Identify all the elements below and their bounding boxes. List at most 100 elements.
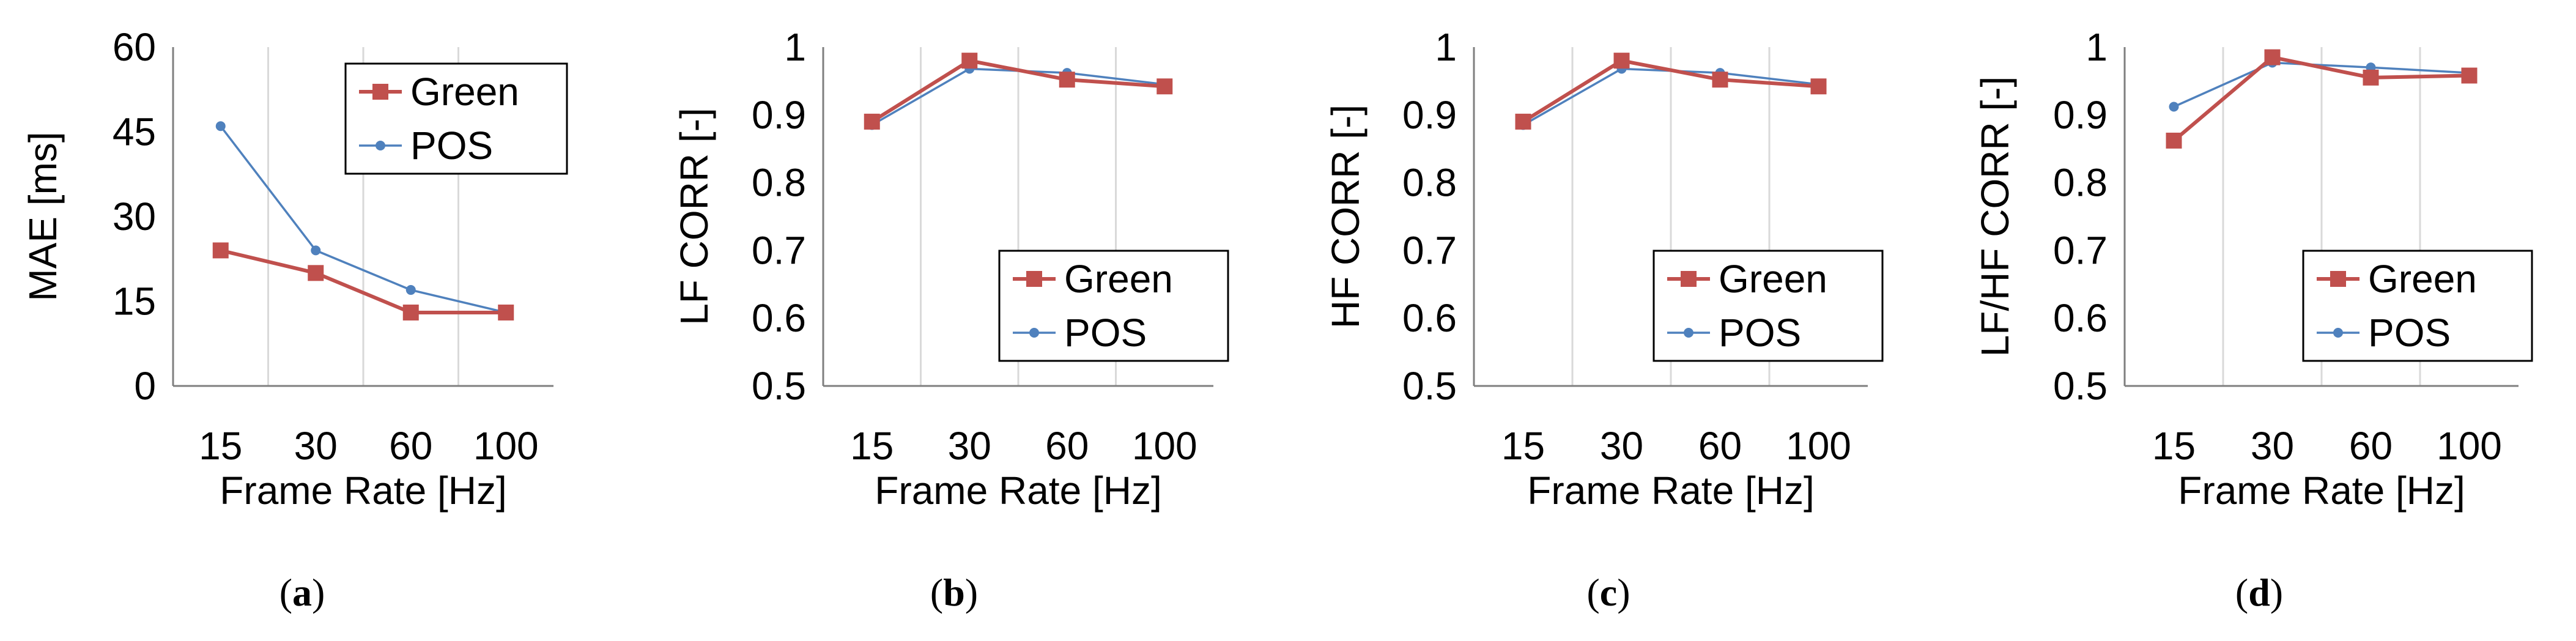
- legend-label-pos: POS: [2368, 311, 2451, 355]
- x-tick-label: 30: [294, 424, 338, 468]
- legend-marker-green: [372, 84, 388, 100]
- y-tick-label: 0.9: [2053, 93, 2108, 137]
- legend-label-green: Green: [2368, 257, 2477, 301]
- y-axis-title: MAE [ms]: [21, 132, 65, 301]
- x-tick-label: 15: [850, 424, 894, 468]
- legend-box: [1653, 250, 1884, 362]
- y-tick-label: 0.9: [1402, 93, 1457, 137]
- legend-marker-pos: [1029, 328, 1039, 338]
- y-tick-label: 0.6: [752, 296, 806, 340]
- y-tick-label: 0.6: [2053, 296, 2108, 340]
- x-tick-label: 15: [1501, 424, 1545, 468]
- data-point-green: [961, 53, 978, 69]
- legend-marker-green: [1681, 271, 1697, 287]
- x-tick-label: 100: [1132, 424, 1197, 468]
- x-axis-title: Frame Rate [Hz]: [1527, 469, 1814, 513]
- y-tick-label: 60: [113, 25, 156, 69]
- y-tick-label: 1: [2086, 25, 2108, 69]
- y-tick-label: 0.8: [2053, 161, 2108, 205]
- legend: Green POS: [344, 62, 568, 175]
- y-tick-label: 0.8: [1402, 161, 1457, 205]
- y-tick-label: 0.7: [1402, 228, 1457, 272]
- y-tick-label: 1: [784, 25, 806, 69]
- y-tick-label: 0.5: [1402, 364, 1457, 408]
- panel-label-letter: c: [1600, 571, 1617, 614]
- panel-label-paren: (: [2235, 571, 2248, 614]
- y-tick-label: 15: [113, 280, 156, 324]
- data-point-green: [2264, 49, 2281, 65]
- y-axis-title: LF/HF CORR [-]: [1973, 76, 2017, 357]
- panel-label-paren: ): [312, 571, 325, 614]
- panel-label-paren: ): [2270, 571, 2283, 614]
- panel-label: (b): [930, 571, 978, 614]
- data-point-pos: [405, 285, 416, 295]
- data-point-green: [1059, 72, 1075, 88]
- data-point-green: [2461, 67, 2478, 84]
- data-point-green: [308, 265, 324, 281]
- x-tick-label: 30: [948, 424, 991, 468]
- panel-label-paren: (: [1586, 571, 1599, 614]
- x-tick-label: 60: [2349, 424, 2393, 468]
- legend-marker-pos: [376, 141, 385, 150]
- x-tick-label: 30: [1600, 424, 1643, 468]
- data-point-green: [2166, 132, 2182, 149]
- legend: Green POS: [1653, 250, 1884, 362]
- data-point-green: [1157, 78, 1173, 95]
- legend-box: [344, 62, 568, 175]
- legend: Green POS: [998, 250, 1229, 362]
- panel-label-letter: b: [943, 571, 965, 614]
- data-point-green: [498, 304, 514, 320]
- data-point-pos: [311, 245, 321, 256]
- x-axis-title: Frame Rate [Hz]: [220, 469, 506, 513]
- panel-label-paren: ): [965, 571, 978, 614]
- legend-label-pos: POS: [1719, 311, 1801, 355]
- y-tick-label: 0.6: [1402, 296, 1457, 340]
- series-line-pos: [2173, 61, 2470, 108]
- legend-label-green: Green: [410, 70, 519, 114]
- x-axis-title: Frame Rate [Hz]: [875, 469, 1161, 513]
- panel-label: (c): [1586, 571, 1630, 614]
- data-point-green: [1810, 78, 1827, 95]
- y-tick-label: 0.8: [752, 161, 806, 205]
- legend-box: [2302, 250, 2533, 362]
- data-point-green: [1712, 72, 1728, 88]
- y-tick-label: 0.7: [2053, 228, 2108, 272]
- panel-label-paren: ): [1617, 571, 1630, 614]
- data-point-green: [1613, 53, 1630, 69]
- data-point-green: [402, 304, 419, 320]
- data-point-pos: [215, 121, 226, 132]
- y-tick-label: 0.5: [2053, 364, 2108, 408]
- legend-box: [998, 250, 1229, 362]
- panel-label: (d): [2235, 571, 2283, 614]
- series-line-green: [220, 248, 506, 314]
- legend: Green POS: [2302, 250, 2533, 362]
- data-point-green: [864, 113, 880, 130]
- legend-label-pos: POS: [410, 124, 493, 168]
- y-axis-title: HF CORR [-]: [1323, 105, 1368, 328]
- panel-label-paren: (: [279, 571, 292, 614]
- y-tick-label: 0.7: [752, 228, 806, 272]
- legend-marker-green: [2330, 271, 2346, 287]
- y-tick-label: 0: [134, 364, 156, 408]
- series-line-green: [2172, 55, 2470, 143]
- y-tick-label: 0.9: [752, 93, 806, 137]
- legend-label-green: Green: [1719, 257, 1827, 301]
- series-line-green: [871, 58, 1165, 124]
- x-tick-label: 100: [2437, 424, 2502, 468]
- x-tick-label: 60: [1698, 424, 1742, 468]
- panel-label: (a): [279, 571, 325, 614]
- data-point-green: [1515, 113, 1531, 130]
- x-tick-label: 100: [473, 424, 539, 468]
- panel-label-paren: (: [930, 571, 943, 614]
- x-tick-label: 60: [1045, 424, 1089, 468]
- x-tick-label: 60: [389, 424, 432, 468]
- legend-marker-pos: [1684, 328, 1693, 338]
- legend-label-green: Green: [1064, 257, 1173, 301]
- panel-label-letter: a: [292, 571, 312, 614]
- x-tick-label: 15: [2152, 424, 2196, 468]
- legend-label-pos: POS: [1064, 311, 1147, 355]
- y-tick-label: 45: [113, 110, 156, 154]
